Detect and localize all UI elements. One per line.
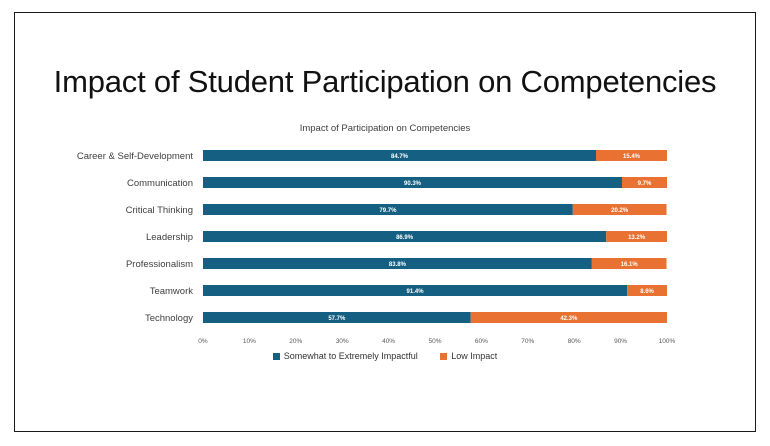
bar-low-impact-critical-thinking (572, 204, 667, 215)
data-label-impactful-leadership: 86.9% (396, 235, 414, 241)
bar-low-impact-technology (470, 312, 667, 323)
bar-low-impact-career-and-self-development (596, 150, 667, 161)
data-label-low-impact-critical-thinking: 20.2% (611, 208, 629, 214)
x-tick-5: 50% (428, 338, 441, 345)
x-tick-0: 0% (198, 338, 208, 345)
data-label-impactful-technology: 57.7% (328, 316, 346, 322)
x-tick-9: 90% (614, 338, 627, 345)
data-label-low-impact-communication: 9.7% (638, 181, 652, 187)
x-tick-4: 40% (382, 338, 395, 345)
legend-label-low-impact: Low Impact (451, 351, 498, 361)
category-labels: Career & Self-Development Communication Cr… (77, 151, 194, 324)
x-tick-3: 30% (336, 338, 349, 345)
bar-low-impact-leadership (606, 231, 667, 242)
data-label-impactful-communication: 90.3% (404, 181, 422, 187)
data-label-impactful-critical-thinking: 79.7% (379, 208, 397, 214)
data-label-low-impact-teamwork: 8.6% (640, 289, 654, 295)
bar-impactful-communication (203, 177, 622, 188)
bar-impactful-technology (203, 312, 471, 323)
legend-swatch-impactful (272, 352, 280, 360)
bar-impactful-career-and-self-development (203, 150, 597, 161)
legend-swatch-low-impact (440, 352, 448, 360)
category-label-technology: Technology (145, 313, 193, 324)
legend-label-impactful: Somewhat to Extremely Impactful (283, 351, 418, 361)
bar-low-impact-professionalism (591, 258, 667, 269)
data-label-low-impact-technology: 42.3% (560, 316, 578, 322)
x-tick-1: 10% (243, 338, 256, 345)
category-label-professionalism: Professionalism (126, 259, 193, 270)
category-label-communication: Communication (127, 178, 193, 189)
data-label-impactful-professionalism: 83.8% (389, 262, 407, 268)
category-label-critical-thinking: Critical Thinking (126, 205, 193, 216)
bar-low-impact-communication (621, 177, 667, 188)
legend-item-impactful: Somewhat to Extremely Impactful (272, 351, 418, 361)
bar-impactful-leadership (203, 231, 607, 242)
legend: Somewhat to Extremely Impactful Low Impa… (0, 351, 770, 362)
category-label-career-and-self-development: Career & Self-Development (77, 151, 194, 162)
slide-title: Impact of Student Participation on Compe… (53, 64, 717, 99)
data-label-low-impact-leadership: 13.2% (628, 235, 646, 241)
x-tick-6: 60% (475, 338, 488, 345)
x-axis-ticks: 0% 10% 20% 30% 40% 50% 60% 70% 80% 90% 100% (198, 338, 675, 345)
x-tick-10: 100% (659, 338, 676, 345)
data-label-impactful-career-and-self-development: 84.7% (391, 154, 409, 160)
bar-impactful-professionalism (203, 258, 592, 269)
legend-item-low-impact: Low Impact (440, 351, 497, 361)
bar-impactful-critical-thinking (203, 204, 573, 215)
data-label-low-impact-career-and-self-development: 15.4% (623, 154, 641, 160)
bar-low-impact-teamwork (627, 285, 667, 296)
bar-impactful-teamwork (203, 285, 628, 296)
category-label-teamwork: Teamwork (150, 286, 194, 297)
x-tick-7: 70% (521, 338, 534, 345)
bars: 84.7% 15.4% 90.3% 9.7% 79.7% 20.2% 86.9% 13.2% 8… (203, 150, 667, 323)
data-label-low-impact-professionalism: 16.1% (621, 262, 639, 268)
x-tick-8: 80% (568, 338, 581, 345)
category-label-leadership: Leadership (146, 232, 193, 243)
chart-title: Impact of Participation on Competencies (300, 123, 471, 134)
slide-frame (14, 12, 756, 432)
data-label-impactful-teamwork: 91.4% (407, 289, 425, 295)
x-tick-2: 20% (289, 338, 302, 345)
